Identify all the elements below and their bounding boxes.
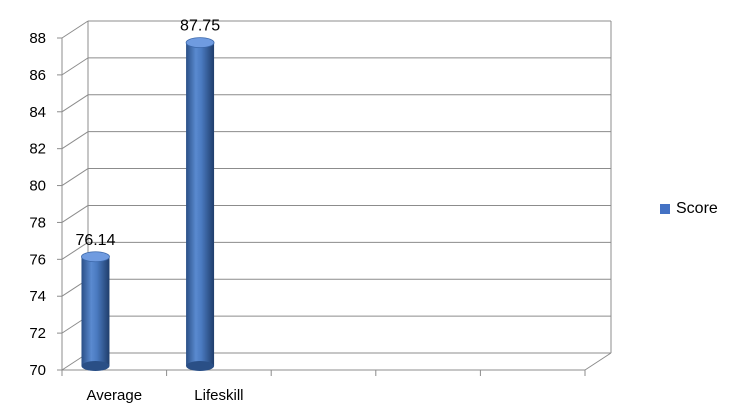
legend-swatch-score bbox=[660, 204, 670, 214]
gridline bbox=[61, 20, 611, 39]
data-label: 76.14 bbox=[75, 232, 115, 249]
gridline bbox=[61, 241, 611, 260]
y-tick-label: 70 bbox=[29, 362, 46, 379]
y-tick-label: 74 bbox=[29, 288, 46, 305]
bar-body bbox=[81, 256, 110, 366]
x-axis-ticks: Average Lifeskill bbox=[61, 370, 586, 404]
y-tick-label: 88 bbox=[29, 30, 46, 47]
gridline bbox=[61, 278, 611, 297]
gridlines bbox=[61, 20, 611, 371]
gridline bbox=[61, 204, 611, 223]
x-tick-label: Lifeskill bbox=[194, 387, 243, 404]
bar-body bbox=[186, 42, 215, 366]
bar bbox=[185, 37, 215, 371]
y-axis-ticks: 70 72 74 76 78 80 82 84 86 88 bbox=[29, 30, 62, 379]
bar-base bbox=[81, 361, 110, 371]
data-label: 87.75 bbox=[180, 18, 220, 35]
axes bbox=[61, 38, 612, 371]
x-tick-label: Average bbox=[86, 387, 142, 404]
y-tick-label: 84 bbox=[29, 104, 46, 121]
legend: Score bbox=[660, 200, 718, 218]
y-tick-label: 80 bbox=[29, 178, 46, 195]
floor-right-edge bbox=[584, 352, 612, 371]
bars bbox=[81, 37, 215, 371]
gridline bbox=[61, 57, 611, 76]
gridline bbox=[61, 168, 611, 186]
data-labels: 76.14 87.75 bbox=[75, 18, 220, 249]
chart-walls bbox=[87, 21, 612, 353]
gridline bbox=[61, 352, 611, 371]
bar bbox=[81, 251, 110, 371]
y-tick-label: 82 bbox=[29, 141, 46, 158]
gridline bbox=[61, 94, 611, 113]
y-tick-label: 86 bbox=[29, 67, 46, 84]
bar-base bbox=[186, 361, 215, 371]
y-tick-label: 76 bbox=[29, 251, 46, 268]
bar-top bbox=[185, 37, 215, 49]
gridline bbox=[61, 315, 611, 334]
y-tick-label: 72 bbox=[29, 325, 46, 342]
y-tick-label: 78 bbox=[29, 214, 46, 231]
legend-label-score: Score bbox=[676, 200, 718, 217]
bar-top bbox=[81, 251, 110, 263]
gridline bbox=[61, 131, 611, 150]
